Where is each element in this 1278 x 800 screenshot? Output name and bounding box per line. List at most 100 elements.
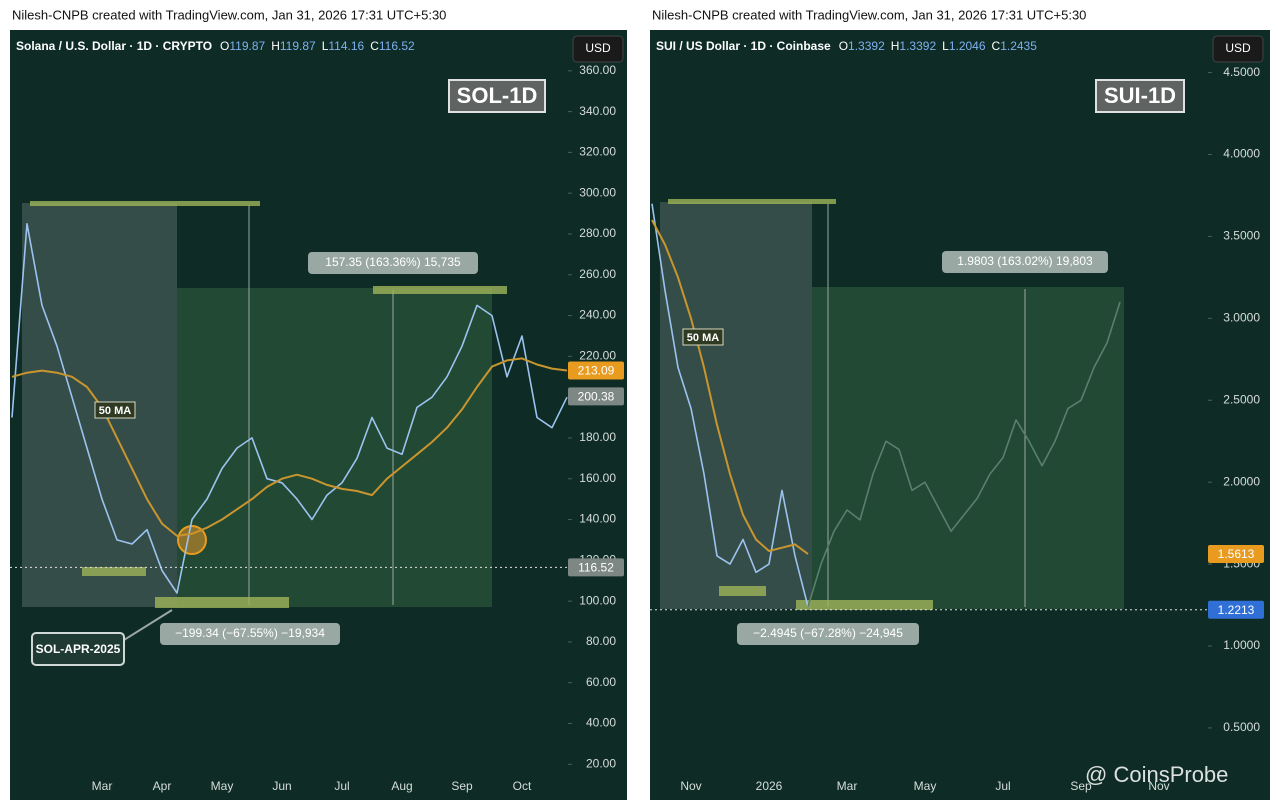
x-tick-label: Sep (451, 779, 473, 793)
ohlc-value: 116.52 (379, 39, 415, 53)
badge-box (1095, 79, 1185, 113)
y-tick-label: 260.00 (579, 267, 616, 281)
y-tick-label: 140.00 (579, 512, 616, 526)
y-tick-label: 340.00 (579, 104, 616, 118)
rise-box (812, 287, 1124, 609)
x-tick-label: Oct (513, 779, 532, 793)
y-tick-label: 220.00 (579, 349, 616, 363)
x-tick-label: May (914, 779, 937, 793)
ohlc-value: 119.87 (229, 39, 265, 53)
price-label: 213.09 (578, 364, 615, 378)
y-tick-label: 20.00 (586, 756, 616, 770)
badge: SUI-1D (1104, 83, 1176, 108)
annotation-box (737, 623, 919, 645)
annotation: SOL-APR-2025 (36, 642, 121, 656)
symbol-header: Solana / U.S. Dollar · 1D · CRYPTO O119.8… (16, 39, 415, 53)
y-tick-label: 300.00 (579, 185, 616, 199)
x-tick-label: Jun (272, 779, 291, 793)
annotation: 1.9803 (163.02%) 19,803 (957, 254, 1093, 268)
ohlc-key: O (839, 39, 848, 53)
legend-label: 50 MA (687, 332, 719, 344)
ohlc-key: C (992, 39, 1001, 53)
x-tick-label: Apr (153, 779, 172, 793)
y-tick-label: 2.5000 (1223, 392, 1260, 406)
y-tick-label: 160.00 (579, 471, 616, 485)
chart-layer: Nilesh-CNPB created with TradingView.com… (10, 7, 1264, 793)
ohlc-value: 1.2435 (1000, 39, 1037, 53)
highlight-circle (177, 525, 207, 555)
ohlc-value: 1.3392 (848, 39, 885, 53)
credit: Nilesh-CNPB created with TradingView.com… (652, 7, 1086, 22)
currency: USD (1225, 41, 1251, 55)
currency-button (572, 35, 624, 63)
price-label-box (568, 558, 624, 577)
symbol: SUI / US Dollar · 1D · Coinbase (656, 39, 831, 53)
y-tick-label: 240.00 (579, 308, 616, 322)
y-tick-label: 3.5000 (1223, 229, 1260, 243)
price-label: 116.52 (578, 561, 614, 575)
price-label: 1.5613 (1218, 547, 1255, 561)
ohlc-key: O (220, 39, 229, 53)
ohlc-key: C (370, 39, 379, 53)
y-tick-label: 3.0000 (1223, 311, 1260, 325)
ohlc-key: L (322, 39, 329, 53)
watermark: @ CoinsProbe (1085, 762, 1228, 787)
y-tick-label: 40.00 (586, 716, 616, 730)
y-tick-label: 320.00 (579, 145, 616, 159)
ohlc-key: H (271, 39, 280, 53)
x-tick-label: Nov (680, 779, 701, 793)
currency-button (1212, 35, 1264, 63)
y-tick-label: 4.5000 (1223, 65, 1260, 79)
y-tick-label: 180.00 (579, 430, 616, 444)
annotation-box (942, 251, 1108, 273)
price-label: 200.38 (578, 390, 615, 404)
ohlc-value: 114.16 (328, 39, 364, 53)
ohlc-value: 1.2046 (949, 39, 986, 53)
badge-box (448, 79, 546, 113)
x-tick-label: Jul (995, 779, 1010, 793)
price-label-box (1208, 600, 1264, 619)
annotation: 157.35 (163.36%) 15,735 (325, 255, 461, 269)
x-tick-label: Jul (334, 779, 349, 793)
y-tick-label: 360.00 (579, 63, 616, 77)
rise-box (177, 288, 492, 607)
price-label-box (568, 361, 624, 380)
legend-box (682, 328, 724, 346)
level-bar (82, 567, 146, 576)
moving-average-line (651, 219, 809, 555)
price-label-box (568, 387, 624, 406)
badge: SOL-1D (457, 83, 538, 108)
ohlc-value: 1.3392 (899, 39, 936, 53)
annotation-box (308, 252, 478, 274)
level-bar (796, 600, 933, 610)
level-bar (155, 597, 289, 608)
price-line (651, 203, 809, 607)
x-tick-label: Sep (1070, 779, 1092, 793)
level-bar (668, 199, 836, 204)
x-tick-label: 2026 (756, 779, 783, 793)
ohlc-key: H (891, 39, 900, 53)
x-tick-label: Mar (837, 779, 858, 793)
annotation-box (160, 623, 340, 645)
y-tick-label: 1.0000 (1223, 638, 1260, 652)
x-tick-label: Nov (1148, 779, 1169, 793)
currency: USD (585, 41, 611, 55)
symbol: Solana / U.S. Dollar · 1D · CRYPTO (16, 39, 212, 53)
y-tick-label: 4.0000 (1223, 147, 1260, 161)
legend-label: 50 MA (99, 405, 131, 417)
annotation: −2.4945 (−67.28%) −24,945 (753, 626, 903, 640)
price-line (11, 223, 568, 594)
x-tick-label: May (211, 779, 234, 793)
y-tick-label: 80.00 (586, 634, 616, 648)
y-tick-label: 0.5000 (1223, 720, 1260, 734)
y-tick-label: 60.00 (586, 675, 616, 689)
y-tick-label: 100.00 (579, 593, 616, 607)
ohlc-value: 119.87 (280, 39, 316, 53)
price-label: 1.2213 (1218, 603, 1255, 617)
y-tick-label: 280.00 (579, 226, 616, 240)
credit: Nilesh-CNPB created with TradingView.com… (12, 7, 446, 22)
y-tick-label: 2.0000 (1223, 474, 1260, 488)
callout-line (123, 609, 173, 641)
right-panel (650, 30, 1270, 800)
